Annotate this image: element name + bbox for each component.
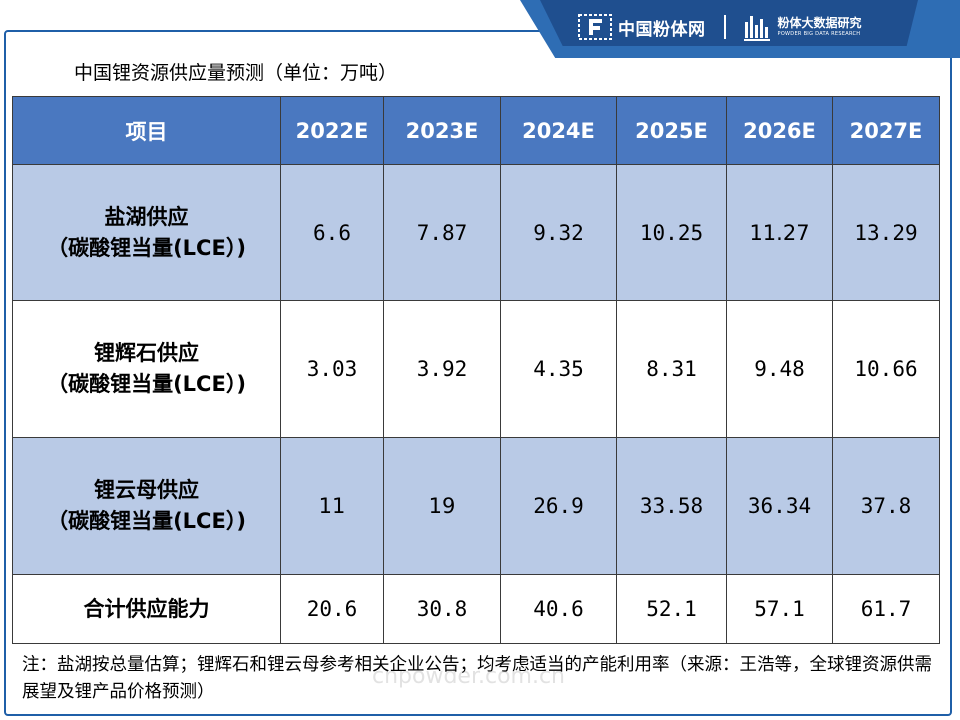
- table-cell: 3.92: [383, 300, 501, 438]
- lithium-supply-table: 项目 2022E 2023E 2024E 2025E 2026E 2027E 盐…: [12, 96, 940, 644]
- header-year: 2027E: [832, 96, 940, 165]
- table-cell: 9.48: [726, 300, 833, 438]
- row-label-line1: 盐湖供应: [104, 204, 189, 229]
- table-cell: 9.32: [500, 164, 617, 301]
- row-label: 锂云母供应 （碳酸锂当量(LCE）): [12, 437, 281, 575]
- header-item: 项目: [12, 96, 281, 165]
- table-cell: 33.58: [616, 437, 727, 575]
- big-data-logo-icon: [743, 16, 770, 41]
- header-banner-inner: [540, 0, 918, 46]
- table-cell: 57.1: [726, 574, 833, 644]
- cnpowder-logo-icon: [578, 14, 612, 40]
- table-cell: 11: [280, 437, 384, 575]
- table-cell: 8.31: [616, 300, 727, 438]
- table-row-salt-lake: 盐湖供应 （碳酸锂当量(LCE）) 6.6 7.87 9.32 10.25 11…: [12, 164, 940, 301]
- header-year: 2026E: [726, 96, 833, 165]
- row-label-line2: （碳酸锂当量(LCE）): [47, 372, 246, 396]
- header-year: 2025E: [616, 96, 727, 165]
- row-label: 锂辉石供应 （碳酸锂当量(LCE）): [12, 300, 281, 438]
- table-cell: 36.34: [726, 437, 833, 575]
- row-label-line2: （碳酸锂当量(LCE）): [47, 509, 246, 533]
- big-data-logo-cn: 粉体大数据研究: [777, 16, 862, 30]
- table-cell: 10.66: [832, 300, 940, 438]
- row-label-line2: （碳酸锂当量(LCE）): [47, 235, 246, 260]
- table-cell: 61.7: [832, 574, 940, 644]
- brand-logos: 中国粉体网 粉体大数据研究 POWDER BIG DATA RESEARCH: [578, 12, 862, 42]
- table-cell: 11.27: [726, 164, 833, 301]
- row-label-line1: 锂云母供应: [94, 478, 199, 502]
- table-cell: 30.8: [383, 574, 501, 644]
- table-cell: 3.03: [280, 300, 384, 438]
- table-header-row: 项目 2022E 2023E 2024E 2025E 2026E 2027E: [12, 96, 940, 165]
- table-cell: 19: [383, 437, 501, 575]
- footnote: 注：盐湖按总量估算；锂辉石和锂云母参考相关企业公告；均考虑适当的产能利用率（来源…: [22, 655, 932, 702]
- big-data-logo-en: POWDER BIG DATA RESEARCH: [777, 31, 861, 37]
- table-cell: 6.6: [280, 164, 384, 301]
- table-cell: 13.29: [832, 164, 940, 301]
- header-year: 2022E: [280, 96, 384, 165]
- table-cell: 26.9: [500, 437, 617, 575]
- table-cell: 40.6: [500, 574, 617, 644]
- table-cell: 10.25: [616, 164, 727, 301]
- header-year: 2024E: [500, 96, 617, 165]
- row-label: 盐湖供应 （碳酸锂当量(LCE）): [12, 164, 281, 301]
- row-label-line1: 锂辉石供应: [94, 341, 199, 365]
- big-data-logo-text: 粉体大数据研究 POWDER BIG DATA RESEARCH: [778, 17, 862, 37]
- table-title: 中国锂资源供应量预测（单位：万吨）: [74, 62, 398, 84]
- cnpowder-logo-text: 中国粉体网: [618, 19, 706, 40]
- header-year: 2023E: [383, 96, 501, 165]
- row-label-total: 合计供应能力: [12, 574, 281, 644]
- logo-separator: [723, 15, 726, 39]
- table-row-spodumene: 锂辉石供应 （碳酸锂当量(LCE）) 3.03 3.92 4.35 8.31 9…: [12, 300, 940, 438]
- table-cell: 7.87: [383, 164, 501, 301]
- table-cell: 37.8: [832, 437, 940, 575]
- table-row-lepidolite: 锂云母供应 （碳酸锂当量(LCE）) 11 19 26.9 33.58 36.3…: [12, 437, 940, 575]
- table-cell: 52.1: [616, 574, 727, 644]
- table-cell: 20.6: [280, 574, 384, 644]
- table-row-total: 合计供应能力 20.6 30.8 40.6 52.1 57.1 61.7: [12, 574, 940, 644]
- slide-frame: [4, 30, 952, 716]
- table-cell: 4.35: [500, 300, 617, 438]
